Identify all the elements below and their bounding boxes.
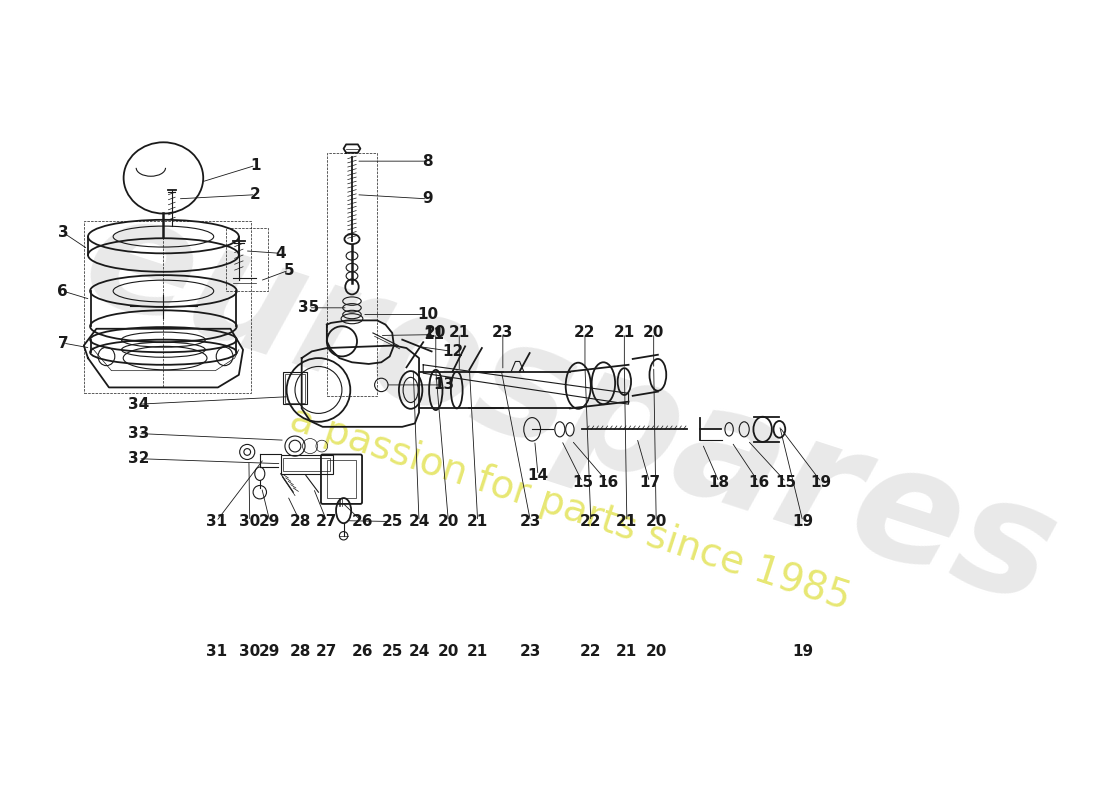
Bar	[84, 222, 252, 394]
Text: 23: 23	[520, 644, 541, 659]
Text: 29: 29	[260, 514, 280, 529]
Text: 23: 23	[492, 326, 514, 341]
Text: 20: 20	[438, 644, 459, 659]
Text: 1: 1	[251, 158, 261, 173]
Text: 2: 2	[250, 187, 261, 202]
Text: 19: 19	[792, 644, 813, 659]
Text: 30: 30	[239, 644, 261, 659]
Text: 4: 4	[275, 246, 286, 261]
Text: 30: 30	[239, 514, 261, 529]
Bar	[284, 458, 330, 471]
Text: 3: 3	[57, 225, 68, 240]
Bar	[280, 455, 332, 474]
Text: 34: 34	[128, 397, 148, 412]
Text: 23: 23	[520, 514, 541, 529]
Text: 17: 17	[639, 474, 660, 490]
Text: 5: 5	[284, 262, 295, 278]
Text: 21: 21	[616, 644, 638, 659]
Bar	[285, 374, 305, 402]
Text: eurospares: eurospares	[66, 178, 1075, 638]
Text: 20: 20	[644, 326, 664, 341]
Text: 21: 21	[614, 326, 635, 341]
Text: 33: 33	[128, 426, 148, 441]
Text: 32: 32	[128, 451, 148, 466]
Bar	[227, 228, 268, 291]
Text: 6: 6	[57, 283, 68, 298]
Text: 26: 26	[351, 514, 373, 529]
Text: 15: 15	[572, 474, 593, 490]
Text: 27: 27	[316, 644, 338, 659]
Text: 21: 21	[468, 644, 488, 659]
Text: 28: 28	[289, 644, 310, 659]
Text: 24: 24	[408, 644, 430, 659]
Text: 16: 16	[597, 474, 618, 490]
Text: 21: 21	[616, 514, 638, 529]
Bar	[284, 372, 307, 404]
Text: 22: 22	[580, 514, 602, 529]
Text: 8: 8	[422, 154, 432, 169]
Text: 20: 20	[646, 514, 667, 529]
Bar	[327, 460, 356, 498]
Text: 13: 13	[433, 378, 454, 393]
Text: 21: 21	[468, 514, 488, 529]
Text: 29: 29	[260, 644, 280, 659]
Text: 25: 25	[382, 644, 403, 659]
Text: 27: 27	[316, 514, 338, 529]
Text: 19: 19	[811, 474, 832, 490]
Text: 31: 31	[206, 644, 227, 659]
Text: 22: 22	[580, 644, 602, 659]
Bar	[327, 153, 377, 396]
Text: 14: 14	[528, 468, 549, 483]
Text: 35: 35	[298, 300, 319, 315]
Text: 22: 22	[574, 326, 596, 341]
Text: 25: 25	[382, 514, 403, 529]
Text: 26: 26	[351, 644, 373, 659]
Text: 18: 18	[708, 474, 729, 490]
Text: 12: 12	[442, 344, 463, 359]
Text: 31: 31	[206, 514, 227, 529]
Text: 20: 20	[646, 644, 667, 659]
Text: 21: 21	[449, 326, 470, 341]
Text: 20: 20	[425, 326, 447, 341]
Text: 10: 10	[417, 307, 438, 322]
Text: a passion for parts since 1985: a passion for parts since 1985	[285, 400, 855, 618]
Text: 20: 20	[438, 514, 459, 529]
Text: 7: 7	[57, 335, 68, 350]
Text: 28: 28	[289, 514, 310, 529]
Text: 15: 15	[776, 474, 796, 490]
Text: 19: 19	[792, 514, 813, 529]
Text: 24: 24	[408, 514, 430, 529]
Text: 9: 9	[422, 191, 432, 206]
Text: 16: 16	[748, 474, 769, 490]
Text: 11: 11	[424, 327, 444, 342]
